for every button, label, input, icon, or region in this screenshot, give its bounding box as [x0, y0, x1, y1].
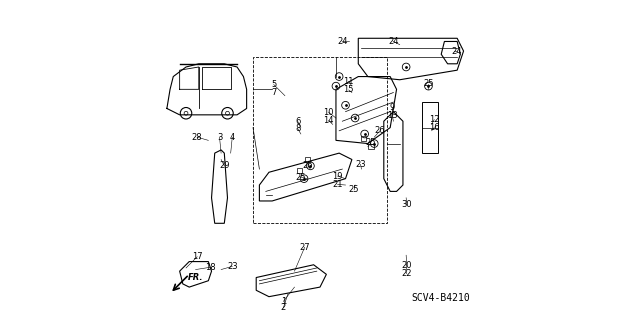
- Text: 20: 20: [401, 261, 412, 270]
- Text: 15: 15: [344, 85, 354, 94]
- Text: 25: 25: [423, 79, 434, 88]
- Text: 10: 10: [323, 108, 334, 117]
- Text: 26: 26: [374, 126, 385, 135]
- Text: 6: 6: [295, 117, 300, 126]
- Bar: [297, 168, 302, 173]
- Text: 11: 11: [344, 77, 354, 86]
- Bar: [369, 144, 374, 149]
- Text: 9: 9: [390, 103, 395, 112]
- Circle shape: [184, 111, 188, 115]
- Text: 23: 23: [227, 262, 237, 271]
- Text: 19: 19: [332, 172, 343, 181]
- Text: 16: 16: [429, 123, 440, 132]
- Text: 17: 17: [192, 252, 202, 261]
- Circle shape: [225, 111, 229, 115]
- Text: 22: 22: [401, 269, 412, 278]
- Text: 25: 25: [349, 185, 360, 194]
- Text: 23: 23: [355, 160, 366, 169]
- Text: 14: 14: [323, 116, 334, 125]
- Text: 1: 1: [281, 297, 286, 306]
- Text: 27: 27: [300, 243, 310, 252]
- Text: 8: 8: [295, 124, 300, 133]
- Text: 24: 24: [388, 37, 399, 46]
- Text: 13: 13: [387, 111, 397, 120]
- Bar: [253, 57, 387, 223]
- Text: 30: 30: [401, 200, 412, 209]
- Text: 3: 3: [217, 133, 222, 142]
- Text: 25: 25: [296, 173, 306, 182]
- Text: 25: 25: [366, 138, 376, 147]
- Text: 18: 18: [205, 263, 215, 272]
- Text: FR.: FR.: [188, 273, 203, 282]
- Bar: [305, 157, 310, 162]
- Text: 29: 29: [219, 161, 230, 170]
- Text: 24: 24: [337, 37, 348, 46]
- Bar: [360, 136, 365, 141]
- Text: 7: 7: [271, 88, 276, 97]
- Text: 5: 5: [271, 80, 276, 89]
- Text: 4: 4: [230, 133, 235, 142]
- Text: 28: 28: [192, 133, 202, 142]
- Text: 12: 12: [429, 115, 440, 124]
- Text: 24: 24: [451, 47, 462, 56]
- Text: 2: 2: [281, 303, 286, 312]
- Text: SCV4-B4210: SCV4-B4210: [411, 293, 470, 303]
- Text: 21: 21: [332, 180, 343, 189]
- Text: 26: 26: [303, 161, 313, 170]
